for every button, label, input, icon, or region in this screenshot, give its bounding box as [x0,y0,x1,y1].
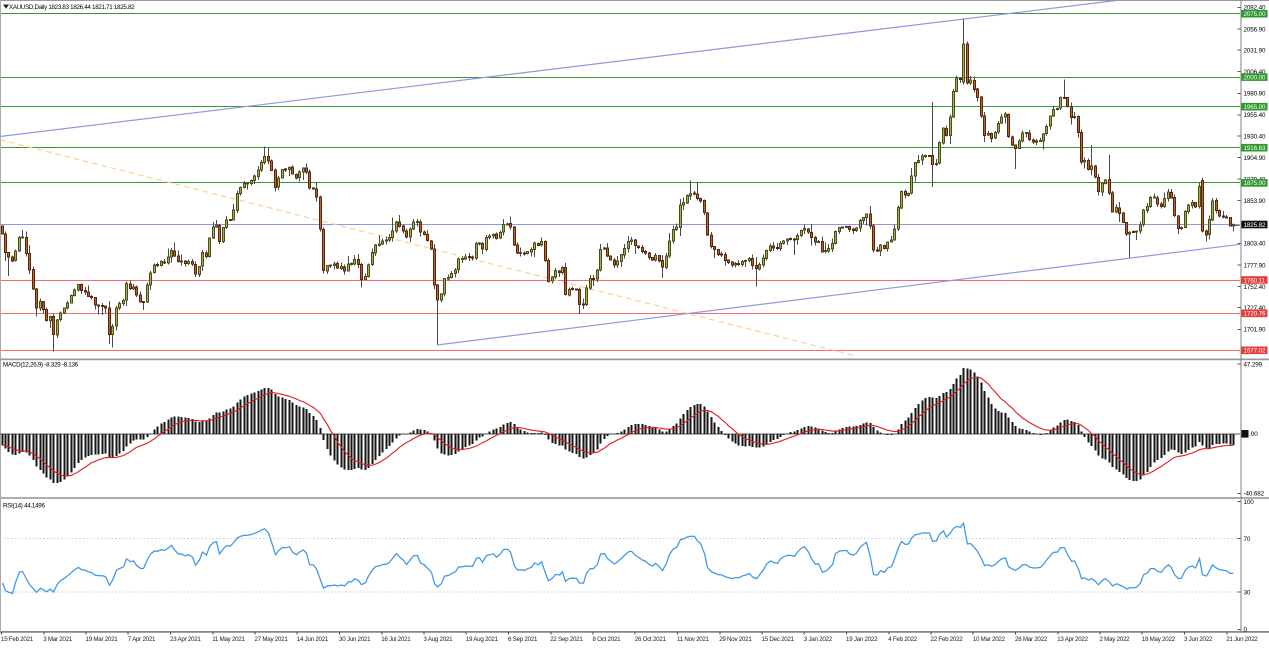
svg-text:XAUUSD,Daily 1823.83 1826.44: XAUUSD,Daily 1823.83 1826.44 1821.71 182… [9,4,135,11]
svg-text:1677.02: 1677.02 [1244,348,1267,355]
svg-text:26 Oct 2021: 26 Oct 2021 [635,636,667,643]
svg-text:15 Feb 2021: 15 Feb 2021 [1,636,34,643]
svg-text:6 Sep 2021: 6 Sep 2021 [508,636,538,643]
svg-text:0: 0 [1244,627,1248,634]
svg-text:7 Apr 2021: 7 Apr 2021 [128,636,156,643]
svg-text:3 Mar 2021: 3 Mar 2021 [43,636,73,643]
svg-text:1760.11: 1760.11 [1244,277,1266,284]
svg-text:1777.90: 1777.90 [1244,262,1267,269]
svg-text:MACD(12,26,9) -8.329 -8.136: MACD(12,26,9) -8.329 -8.136 [3,362,79,369]
svg-text:1825.82: 1825.82 [1244,222,1267,229]
svg-text:30 Jun 2021: 30 Jun 2021 [339,636,371,643]
svg-text:8 Oct 2021: 8 Oct 2021 [593,636,622,643]
svg-text:.00: .00 [1249,431,1258,438]
svg-text:1752.40: 1752.40 [1244,284,1267,291]
svg-text:RSI(14) 44.1496: RSI(14) 44.1496 [3,503,46,510]
svg-text:1875.00: 1875.00 [1244,180,1267,187]
svg-text:70: 70 [1244,536,1251,543]
svg-text:1930.40: 1930.40 [1244,133,1267,140]
svg-text:11 May 2021: 11 May 2021 [212,636,245,643]
svg-text:1904.90: 1904.90 [1244,155,1267,162]
svg-text:18 May 2022: 18 May 2022 [1142,636,1176,643]
svg-text:3 Aug 2021: 3 Aug 2021 [424,636,454,643]
svg-text:100: 100 [1244,499,1255,506]
svg-text:1853.90: 1853.90 [1244,198,1267,205]
svg-text:19 Jan 2022: 19 Jan 2022 [846,636,878,643]
svg-text:1727.40: 1727.40 [1244,305,1267,312]
svg-text:21 Jun 2022: 21 Jun 2022 [1226,636,1258,643]
svg-text:1803.40: 1803.40 [1244,241,1267,248]
svg-text:4 Feb 2022: 4 Feb 2022 [888,636,918,643]
svg-text:22 Feb 2022: 22 Feb 2022 [931,636,964,643]
svg-text:2082.40: 2082.40 [1244,5,1267,12]
svg-text:2056.90: 2056.90 [1244,26,1267,33]
svg-text:19 Aug 2021: 19 Aug 2021 [466,636,499,643]
svg-text:10 Mar 2022: 10 Mar 2022 [973,636,1006,643]
svg-text:3 Jun 2022: 3 Jun 2022 [1184,636,1213,643]
svg-text:28 Mar 2022: 28 Mar 2022 [1015,636,1048,643]
svg-text:2006.40: 2006.40 [1244,69,1267,76]
svg-text:47.299: 47.299 [1244,361,1263,368]
svg-text:2075.00: 2075.00 [1244,11,1267,18]
svg-text:1980.90: 1980.90 [1244,91,1267,98]
svg-text:27 May 2021: 27 May 2021 [255,636,289,643]
svg-text:2000.00: 2000.00 [1244,74,1267,81]
svg-text:15 Dec 2021: 15 Dec 2021 [762,636,795,643]
svg-text:1916.63: 1916.63 [1244,145,1267,152]
svg-text:11 Nov 2021: 11 Nov 2021 [677,636,710,643]
svg-text:29 Nov 2021: 29 Nov 2021 [719,636,752,643]
svg-text:13 Apr 2022: 13 Apr 2022 [1057,636,1088,643]
svg-text:1720.76: 1720.76 [1244,311,1267,318]
svg-text:2031.90: 2031.90 [1244,48,1267,55]
svg-text:23 Apr 2021: 23 Apr 2021 [170,636,201,643]
svg-text:22 Sep 2021: 22 Sep 2021 [550,636,583,643]
svg-text:14 Jun 2021: 14 Jun 2021 [297,636,329,643]
svg-text:16 Jul 2021: 16 Jul 2021 [381,636,411,643]
svg-text:1955.40: 1955.40 [1244,112,1267,119]
svg-text:2 May 2022: 2 May 2022 [1100,636,1131,643]
svg-text:1701.90: 1701.90 [1244,327,1267,334]
svg-text:19 Mar 2021: 19 Mar 2021 [86,636,119,643]
svg-text:3 Jan 2022: 3 Jan 2022 [804,636,833,643]
svg-text:1965.00: 1965.00 [1244,104,1267,111]
svg-text:-40.682: -40.682 [1244,491,1265,498]
svg-text:30: 30 [1244,589,1251,596]
